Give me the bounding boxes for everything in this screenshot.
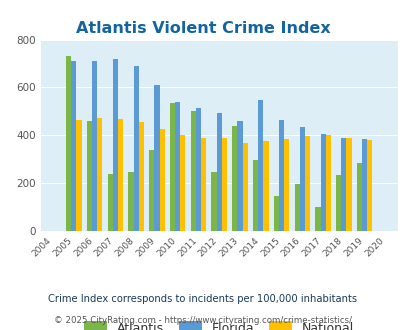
Bar [113,59,118,231]
Bar [66,56,71,231]
Bar [92,61,97,231]
Bar [299,127,304,231]
Bar [294,184,299,231]
Bar [97,118,102,231]
Bar [320,134,325,231]
Bar [154,85,159,231]
Bar [128,172,133,231]
Bar [169,103,175,231]
Bar [232,126,237,231]
Bar [200,138,206,231]
Bar [325,135,330,231]
Bar [195,108,200,231]
Bar [133,66,139,231]
Bar [190,112,195,231]
Text: Atlantis Violent Crime Index: Atlantis Violent Crime Index [75,21,330,36]
Bar [221,138,226,231]
Bar [258,100,263,231]
Bar [76,120,81,231]
Text: Crime Index corresponds to incidents per 100,000 inhabitants: Crime Index corresponds to incidents per… [48,294,357,304]
Bar [216,113,221,231]
Bar [211,172,216,231]
Bar [149,150,154,231]
Bar [315,207,320,231]
Bar [284,139,289,231]
Bar [180,135,185,231]
Bar [159,129,164,231]
Bar [278,120,284,231]
Bar [175,102,180,231]
Bar [118,119,123,231]
Bar [335,176,341,231]
Bar [71,61,76,231]
Bar [367,140,371,231]
Bar [356,163,361,231]
Bar [237,121,242,231]
Bar [252,160,258,231]
Bar [345,138,351,231]
Bar [87,121,92,231]
Bar [263,141,268,231]
Bar [341,138,345,231]
Bar [304,136,309,231]
Bar [242,143,247,231]
Bar [107,174,113,231]
Bar [361,139,367,231]
Bar [273,196,278,231]
Text: © 2025 CityRating.com - https://www.cityrating.com/crime-statistics/: © 2025 CityRating.com - https://www.city… [54,316,351,325]
Bar [139,122,144,231]
Legend: Atlantis, Florida, National: Atlantis, Florida, National [81,318,357,330]
